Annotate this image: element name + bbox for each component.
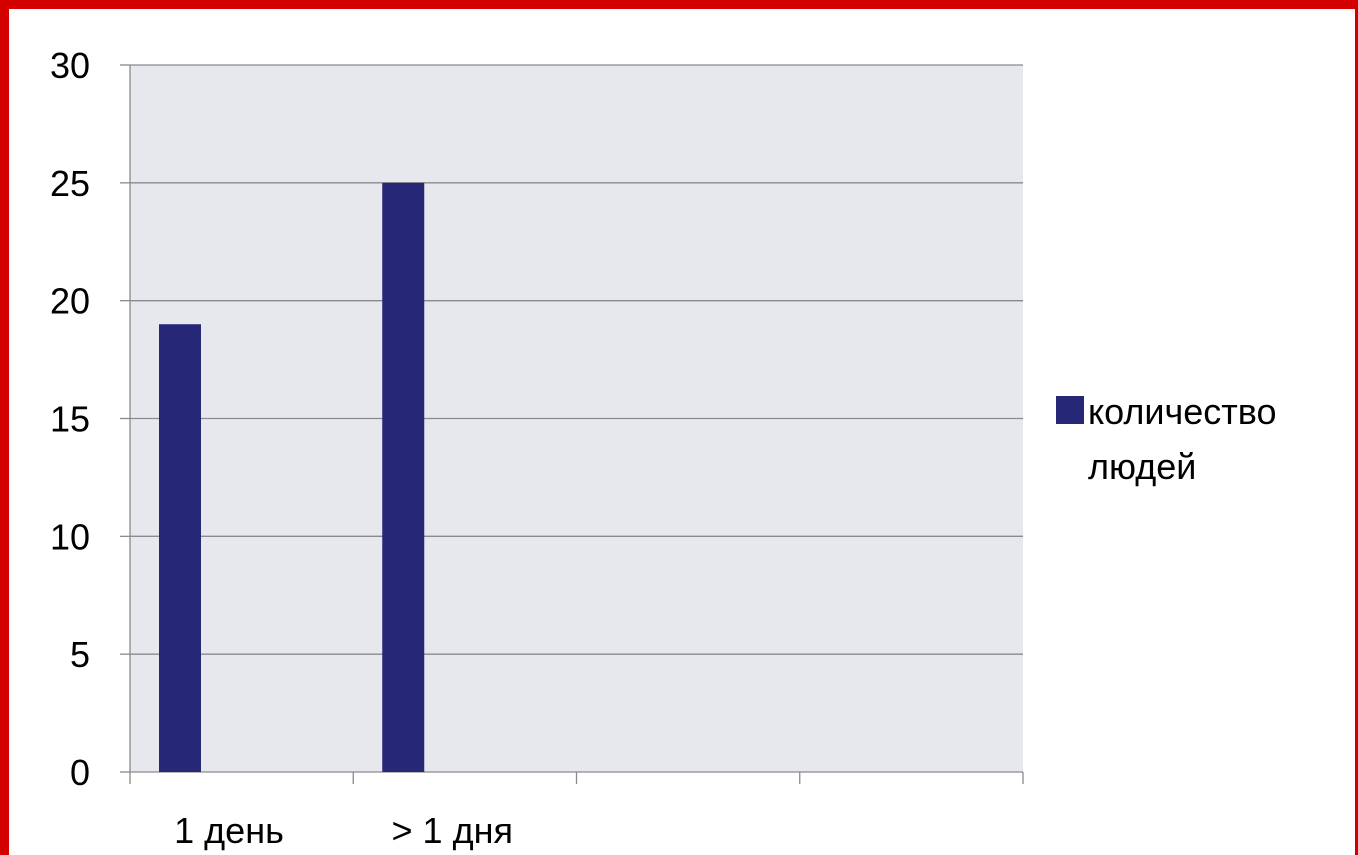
- legend-label-line-2: людей: [1088, 446, 1196, 487]
- y-tick-label: 20: [50, 281, 90, 322]
- y-tick-label: 30: [50, 45, 90, 86]
- y-tick-label: 0: [70, 752, 90, 793]
- y-tick-label: 15: [50, 399, 90, 440]
- x-tick-labels: 1 день > 1 дня: [174, 810, 513, 851]
- y-tick-label: 25: [50, 163, 90, 204]
- legend-swatch: [1056, 396, 1084, 424]
- bar-1: [159, 324, 201, 772]
- x-tick-label: > 1 дня: [392, 810, 513, 851]
- x-tick-label: 1 день: [174, 810, 284, 851]
- axes: [120, 64, 1024, 784]
- y-tick-labels: 0 5 10 15 20 25 30: [50, 45, 90, 793]
- legend-label-line-1: количество: [1088, 391, 1277, 432]
- legend: количество людей: [1056, 391, 1277, 487]
- bar-2: [382, 182, 425, 773]
- y-tick-label: 5: [70, 634, 90, 675]
- gridlines: [130, 64, 1023, 655]
- bars: [159, 182, 425, 773]
- y-tick-label: 10: [50, 516, 90, 557]
